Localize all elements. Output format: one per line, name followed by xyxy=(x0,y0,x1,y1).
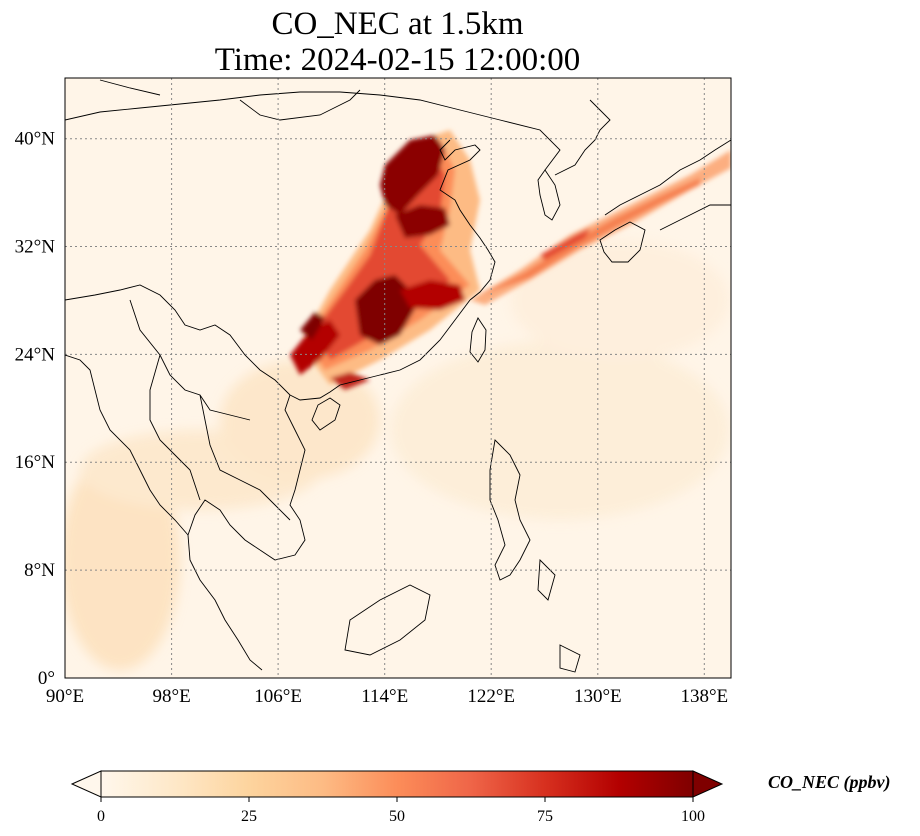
map-title-line-2: Time: 2024-02-15 12:00:00 xyxy=(214,42,581,78)
x-tick-label: 130°E xyxy=(574,686,622,707)
colorbar-tick-label: 75 xyxy=(537,808,553,825)
x-tick-label: 106°E xyxy=(254,686,302,707)
concentration-field-haze xyxy=(65,240,730,670)
x-tick-label: 114°E xyxy=(361,686,408,707)
x-tick-label: 122°E xyxy=(467,686,515,707)
x-tick-label: 90°E xyxy=(46,686,84,707)
gridlines xyxy=(65,78,731,678)
colorbar-extend-min xyxy=(70,770,102,798)
map-frame xyxy=(64,77,732,679)
x-axis-ticks: 90°E 98°E 106°E 114°E 122°E 130°E 138°E xyxy=(46,686,728,707)
colorbar-tick-label: 25 xyxy=(241,808,257,825)
y-tick-label: 16°N xyxy=(15,452,56,473)
map-title-line-1: CO_NEC at 1.5km xyxy=(271,6,524,42)
colorbar-tick-label: 100 xyxy=(681,808,705,825)
y-tick-label: 24°N xyxy=(15,344,56,365)
y-tick-label: 32°N xyxy=(15,237,56,258)
y-tick-label: 0° xyxy=(38,668,55,689)
y-axis-ticks: 0° 8°N 16°N 24°N 32°N 40°N xyxy=(15,129,56,689)
concentration-plume-china xyxy=(290,130,480,390)
x-tick-label: 138°E xyxy=(680,686,728,707)
colorbar-tick-label: 0 xyxy=(97,808,105,825)
colorbar-gradient xyxy=(100,770,694,798)
map-panel xyxy=(64,77,732,679)
x-tick-label: 98°E xyxy=(152,686,190,707)
colorbar-tick-label: 50 xyxy=(389,808,405,825)
concentration-plume-east xyxy=(470,150,731,305)
colorbar-extend-max xyxy=(692,770,724,798)
y-tick-label: 40°N xyxy=(15,129,56,150)
colorbar: 0 25 50 75 100 xyxy=(70,770,724,825)
colorbar-label: CO_NEC (ppbv) xyxy=(768,772,891,792)
y-tick-label: 8°N xyxy=(24,560,55,581)
